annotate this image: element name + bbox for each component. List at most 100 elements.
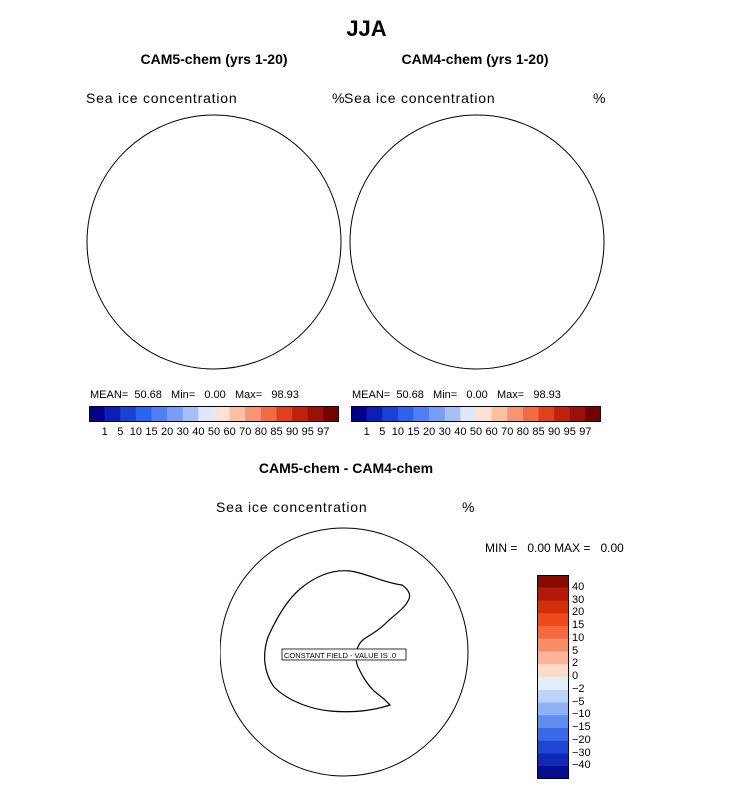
- panel1-colorbar-ticks: 1 5 10 15 20 30 40 50 60 70 80 85 90 95 97: [89, 426, 339, 440]
- colorbar-tick-label: 10: [129, 426, 142, 438]
- colorbar-swatch: [537, 638, 569, 652]
- colorbar-outline: [351, 406, 601, 422]
- colorbar-tick-label: 60: [223, 426, 236, 438]
- colorbar-tick-label: 97: [317, 426, 330, 438]
- panel2-title: CAM4-chem (yrs 1-20): [401, 51, 549, 67]
- colorbar-tick-label: 20: [423, 426, 436, 438]
- colorbar-tick-label: 60: [485, 426, 498, 438]
- colorbar-tick-label: −30: [572, 746, 591, 759]
- colorbar-tick-label: 15: [145, 426, 158, 438]
- colorbar-swatch: [537, 677, 569, 691]
- colorbar-swatch: [444, 406, 461, 422]
- colorbar-swatch: [507, 406, 524, 422]
- panel2-stats: MEAN= 50.68 Min= 0.00 Max= 98.93: [352, 389, 561, 401]
- colorbar-tick-label: 70: [501, 426, 514, 438]
- panel1-units: %: [332, 90, 346, 106]
- colorbar-swatch: [182, 406, 199, 422]
- colorbar-swatch: [89, 406, 105, 422]
- colorbar-swatch: [537, 702, 569, 716]
- colorbar-tick-label: −5: [572, 695, 585, 708]
- colorbar-swatch: [537, 740, 569, 754]
- page-title: JJA: [346, 16, 387, 41]
- colorbar-tick-label: −40: [572, 759, 591, 772]
- colorbar-tick-label: 1: [363, 426, 370, 438]
- panel1-map-circle: [86, 114, 342, 370]
- colorbar-swatch: [491, 406, 508, 422]
- panel1-colorbar: [89, 406, 339, 422]
- colorbar-swatch: [276, 406, 293, 422]
- panel1-title: CAM5-chem (yrs 1-20): [140, 51, 288, 67]
- colorbar-swatch: [537, 587, 569, 601]
- colorbar-swatch: [245, 406, 262, 422]
- colorbar-tick-label: 80: [254, 426, 267, 438]
- constant-field-note: CONSTANT FIELD - VALUE IS .0: [284, 651, 396, 660]
- colorbar-swatch: [537, 613, 569, 627]
- colorbar-tick-label: 30: [176, 426, 189, 438]
- colorbar-swatch: [151, 406, 168, 422]
- colorbar-swatch: [537, 753, 569, 767]
- colorbar-tick-label: 97: [579, 426, 592, 438]
- colorbar-tick-label: 90: [286, 426, 299, 438]
- colorbar-swatch: [397, 406, 414, 422]
- colorbar-tick-label: 0: [572, 670, 579, 682]
- colorbar-outline: [89, 406, 339, 422]
- colorbar-swatch: [537, 575, 569, 589]
- colorbar-tick-label: 85: [270, 426, 283, 438]
- colorbar-tick-label: −2: [572, 682, 585, 695]
- colorbar-tick-label: 40: [454, 426, 467, 438]
- colorbar-swatch: [307, 406, 324, 422]
- colorbar-tick-label: −10: [572, 708, 591, 721]
- colorbar-outline: [537, 575, 569, 779]
- colorbar-tick-label: 20: [572, 606, 585, 619]
- colorbar-tick-label: 10: [391, 426, 404, 438]
- panel1-field-label: Sea ice concentration: [86, 90, 238, 106]
- colorbar-tick-label: −20: [572, 733, 591, 746]
- colorbar-swatch: [476, 406, 492, 422]
- panel3-colorbar: [537, 575, 569, 779]
- colorbar-swatch: [104, 406, 121, 422]
- colorbar-swatch: [522, 406, 539, 422]
- colorbar-swatch: [537, 766, 569, 779]
- colorbar-swatch: [429, 406, 446, 422]
- colorbar-swatch: [537, 664, 569, 678]
- colorbar-tick-label: 70: [239, 426, 252, 438]
- colorbar-swatch: [260, 406, 277, 422]
- colorbar-tick-label: 30: [438, 426, 451, 438]
- colorbar-swatch: [135, 406, 152, 422]
- colorbar-swatch: [323, 406, 339, 422]
- colorbar-swatch: [351, 406, 367, 422]
- panel2-field-label: Sea ice concentration: [344, 90, 496, 106]
- colorbar-swatch: [554, 406, 571, 422]
- colorbar-tick-label: 30: [572, 593, 585, 606]
- colorbar-tick-label: 1: [101, 426, 108, 438]
- panel3-units: %: [462, 499, 476, 515]
- colorbar-tick-label: 40: [192, 426, 205, 438]
- colorbar-tick-label: 5: [379, 426, 386, 438]
- colorbar-swatch: [120, 406, 137, 422]
- colorbar-swatch: [538, 406, 555, 422]
- colorbar-tick-label: 5: [117, 426, 124, 438]
- colorbar-swatch: [585, 406, 601, 422]
- constant-field-box: [281, 648, 407, 661]
- colorbar-swatch: [537, 651, 569, 665]
- colorbar-swatch: [214, 406, 230, 422]
- colorbar-tick-label: 5: [572, 644, 579, 657]
- panel2-colorbar-ticks: 1 5 10 15 20 30 40 50 60 70 80 85 90 95 97: [351, 426, 601, 440]
- colorbar-swatch: [366, 406, 383, 422]
- colorbar-swatch: [413, 406, 430, 422]
- colorbar-tick-label: 85: [532, 426, 545, 438]
- colorbar-swatch: [569, 406, 586, 422]
- panel2-units: %: [593, 90, 607, 106]
- colorbar-tick-label: 40: [572, 580, 585, 593]
- colorbar-swatch: [537, 728, 569, 742]
- colorbar-tick-label: 80: [516, 426, 529, 438]
- top-maps: [86, 114, 605, 370]
- panel3-colorbar-ticks: 40 30 20 15 10 5 2 0 −2 −5 −10 −15 −20 −30 −40: [572, 575, 612, 779]
- colorbar-swatch: [167, 406, 184, 422]
- colorbar-swatch: [537, 600, 569, 614]
- panel3-map: CONSTANT FIELD - VALUE IS .0: [220, 527, 469, 777]
- colorbar-swatch: [382, 406, 399, 422]
- colorbar-swatch: [537, 626, 569, 640]
- colorbar-swatch: [198, 406, 215, 422]
- colorbar-swatch: [229, 406, 246, 422]
